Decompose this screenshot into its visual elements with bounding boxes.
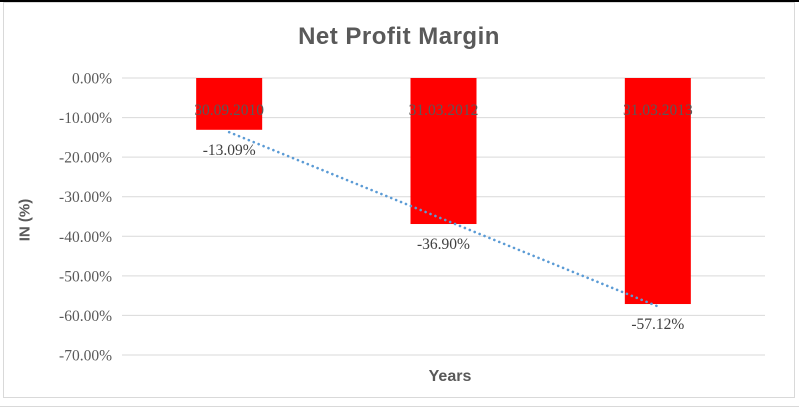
y-tick-label: -40.00% — [59, 229, 112, 246]
y-tick-label: 0.00% — [72, 71, 112, 88]
y-tick-label: -60.00% — [59, 308, 112, 325]
bar-31.03.2013 — [624, 78, 691, 305]
y-tick-label: -20.00% — [59, 150, 112, 167]
chart-frame: Net Profit Margin IN (%) Years — [3, 2, 795, 398]
y-tick-label: -50.00% — [59, 268, 112, 285]
data-label: -36.90% — [417, 236, 470, 253]
y-tick-label: -30.00% — [59, 189, 112, 206]
bar-30.09.2010 — [196, 78, 263, 130]
y-tick-label: -10.00% — [59, 110, 112, 127]
category-label: 31.03.2012 — [409, 102, 479, 119]
category-label: 31.03.2013 — [623, 102, 693, 119]
y-tick-label: -70.00% — [59, 348, 112, 365]
window-top-edge — [0, 0, 799, 2]
trendline — [227, 130, 660, 308]
bar-31.03.2012 — [410, 78, 477, 225]
category-label: 30.09.2010 — [194, 102, 264, 119]
chart-title: Net Profit Margin — [298, 23, 500, 50]
x-axis-title: Years — [428, 368, 472, 385]
data-label: -57.12% — [631, 316, 684, 333]
data-label: -13.09% — [203, 142, 256, 159]
